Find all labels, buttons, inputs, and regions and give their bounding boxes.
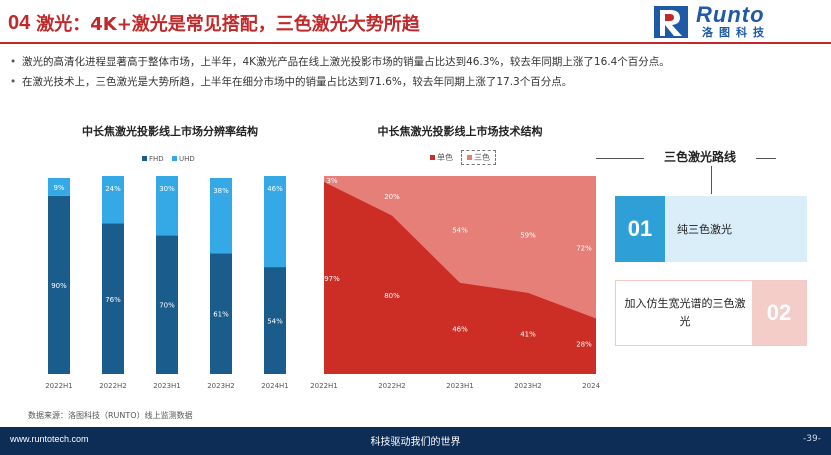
legend-label: 单色 <box>437 153 453 162</box>
bar-fhd <box>102 223 124 374</box>
data-label: 80% <box>384 292 400 300</box>
data-label: 70% <box>159 302 175 310</box>
summary-bullets: 激光的高清化进程显著高于整体市场，上半年，4K激光产品在线上激光投影市场的销量占… <box>10 52 820 92</box>
x-tick-label: 2023H2 <box>514 382 542 390</box>
route-card-number: 01 <box>615 196 665 262</box>
technology-area-chart: 97% 80% 46% 41% 28% 3% 20% 54% 59% 72% 2022H1 2022H… <box>310 176 600 390</box>
connector-line <box>756 158 776 159</box>
data-label: 54% <box>267 318 283 326</box>
data-label: 3% <box>326 177 337 185</box>
data-source: 数据来源：洛图科技（RUNTO）线上监测数据 <box>28 411 193 420</box>
data-label: 54% <box>452 226 468 234</box>
x-tick-label: 2023H1 <box>153 382 181 390</box>
x-tick-label: 2022H2 <box>99 382 127 390</box>
bar-uhd <box>264 176 286 268</box>
bar-uhd <box>102 176 124 224</box>
logo-text-en: Runto <box>696 2 765 27</box>
x-tick-label: 2022H1 <box>45 382 73 390</box>
data-label: 97% <box>324 275 340 283</box>
connector-line <box>596 158 644 159</box>
data-label: 61% <box>213 311 229 319</box>
bar-fhd <box>48 195 70 374</box>
x-tick-label: 2024H1 <box>582 382 600 390</box>
footer-slogan: 科技驱动我们的世界 <box>370 437 461 448</box>
chart2-legend: 单色 三色 <box>430 150 496 165</box>
data-label: 59% <box>520 231 536 239</box>
section-number: 04 <box>8 11 31 34</box>
data-label: 24% <box>105 185 121 193</box>
route-card-number: 02 <box>752 281 806 345</box>
legend-label: UHD <box>179 155 195 163</box>
chart1-title: 中长焦激光投影线上市场分辨率结构 <box>82 125 258 138</box>
bullet-item: 在激光技术上，三色激光是大势所趋，上半年在细分市场中的销量占比达到71.6%，较… <box>10 72 820 92</box>
data-label: 90% <box>51 282 67 290</box>
x-tick-label: 2024H1 <box>261 382 289 390</box>
route-card-label: 加入仿生宽光谱的三色激光 <box>624 297 746 328</box>
legend-item-tricolor: 三色 <box>461 150 496 165</box>
route-card-label: 纯三色激光 <box>677 223 732 236</box>
resolution-bar-chart: FHD UHD 90% 9% 2022H1 76% 24% 2022H2 70% 30% 2023H… <box>45 155 289 390</box>
legend-swatch <box>467 155 472 160</box>
page-title: 04 激光：4K+激光是常见搭配，三色激光大势所趋 <box>8 6 420 40</box>
bullet-item: 激光的高清化进程显著高于整体市场，上半年，4K激光产品在线上激光投影市场的销量占… <box>10 52 820 72</box>
data-label: 28% <box>576 341 592 349</box>
chart2-title: 中长焦激光投影线上市场技术结构 <box>377 125 543 138</box>
bar-uhd <box>210 177 232 254</box>
bar-uhd <box>48 177 70 196</box>
data-label: 38% <box>213 187 229 195</box>
legend-label: 三色 <box>474 153 490 162</box>
x-tick-label: 2022H1 <box>310 382 338 390</box>
route-card-1: 01 纯三色激光 <box>615 196 807 262</box>
legend-swatch <box>430 155 435 160</box>
legend-label: FHD <box>149 155 164 163</box>
route-title: 三色激光路线 <box>663 150 736 164</box>
data-label: 41% <box>520 330 536 338</box>
x-tick-label: 2023H2 <box>207 382 235 390</box>
bar-fhd <box>264 267 286 374</box>
title-divider <box>0 42 831 44</box>
legend-swatch <box>172 156 177 161</box>
bar-uhd <box>156 176 178 236</box>
brand-logo: Runto 洛图科技 <box>652 2 822 40</box>
legend-item-mono: 单色 <box>430 152 453 163</box>
logo-text-cn: 洛图科技 <box>702 26 770 39</box>
bar-fhd <box>210 253 232 374</box>
data-label: 9% <box>53 184 64 192</box>
data-label: 30% <box>159 185 175 193</box>
data-label: 72% <box>576 244 592 252</box>
logo-mark-icon <box>654 6 688 38</box>
page-number: -39- <box>803 434 821 444</box>
footer-url-link[interactable]: www.runtotech.com <box>10 434 89 444</box>
chart1-legend: FHD UHD <box>142 155 195 163</box>
x-tick-label: 2022H2 <box>378 382 406 390</box>
area-mono <box>324 181 596 374</box>
data-label: 46% <box>267 185 283 193</box>
x-tick-label: 2023H1 <box>446 382 474 390</box>
legend-swatch <box>142 156 147 161</box>
footer-bar: www.runtotech.com 科技驱动我们的世界 -39- <box>0 427 831 455</box>
data-label: 46% <box>452 325 468 333</box>
title-text: 激光：4K+激光是常见搭配，三色激光大势所趋 <box>36 14 420 35</box>
bar-fhd <box>156 235 178 374</box>
data-label: 76% <box>105 296 121 304</box>
data-label: 20% <box>384 193 400 201</box>
route-card-2: 加入仿生宽光谱的三色激光 02 <box>615 280 807 346</box>
connector-line <box>711 166 712 194</box>
